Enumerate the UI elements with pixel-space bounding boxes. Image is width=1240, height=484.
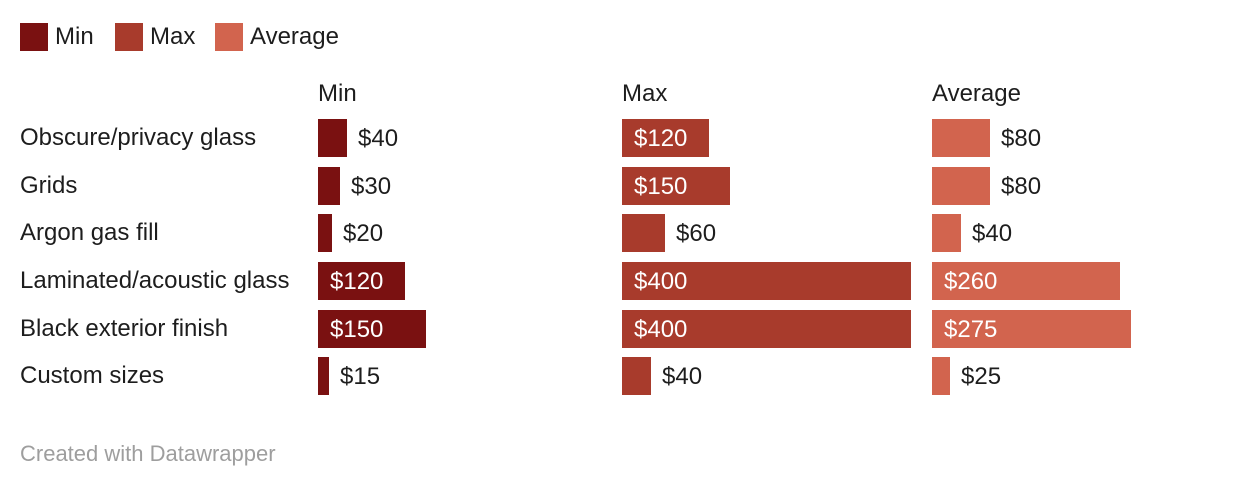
footer-credit: Created with Datawrapper [20, 441, 276, 466]
bar-average-obscure-privacy-glass [932, 119, 990, 157]
value-label-average-black-exterior-finish: $275 [944, 316, 998, 343]
row-label-black-exterior-finish: Black exterior finish [20, 315, 229, 342]
value-label-min-obscure-privacy-glass: $40 [358, 125, 399, 152]
value-label-average-custom-sizes: $25 [961, 363, 1002, 390]
legend-item-min: Min [20, 23, 94, 51]
row-label-argon-gas-fill: Argon gas fill [20, 219, 159, 246]
legend-label-average: Average [250, 23, 339, 50]
value-label-min-custom-sizes: $15 [340, 363, 381, 390]
bar-average-argon-gas-fill [932, 214, 961, 252]
column-header-min: Min [318, 80, 357, 107]
row-label-grids: Grids [20, 172, 78, 199]
bar-max-custom-sizes [622, 357, 651, 395]
legend-swatch-max [115, 23, 143, 51]
bar-min-custom-sizes [318, 357, 329, 395]
legend-swatch-average [215, 23, 243, 51]
value-label-average-argon-gas-fill: $40 [972, 220, 1013, 247]
value-label-max-grids: $150 [634, 173, 688, 200]
value-label-max-black-exterior-finish: $400 [634, 316, 688, 343]
row-label-laminated-acoustic-glass: Laminated/acoustic glass [20, 267, 290, 294]
bar-average-laminated-acoustic-glass [932, 262, 1120, 300]
value-label-min-laminated-acoustic-glass: $120 [330, 268, 384, 295]
bar-average-custom-sizes [932, 357, 950, 395]
legend-swatch-min [20, 23, 48, 51]
value-label-max-laminated-acoustic-glass: $400 [634, 268, 688, 295]
bar-max-laminated-acoustic-glass [622, 262, 911, 300]
legend-item-max: Max [115, 23, 195, 51]
legend-item-average: Average [215, 23, 339, 51]
value-label-average-laminated-acoustic-glass: $260 [944, 268, 998, 295]
bar-max-argon-gas-fill [622, 214, 665, 252]
value-label-min-grids: $30 [351, 173, 392, 200]
bar-min-obscure-privacy-glass [318, 119, 347, 157]
bar-max-obscure-privacy-glass [622, 119, 709, 157]
bar-max-black-exterior-finish [622, 310, 911, 348]
legend-label-max: Max [150, 23, 196, 50]
bar-min-laminated-acoustic-glass [318, 262, 405, 300]
value-label-average-grids: $80 [1001, 173, 1042, 200]
value-label-max-obscure-privacy-glass: $120 [634, 125, 688, 152]
bar-average-black-exterior-finish [932, 310, 1131, 348]
row-label-obscure-privacy-glass: Obscure/privacy glass [20, 124, 257, 151]
value-label-min-argon-gas-fill: $20 [343, 220, 384, 247]
value-label-max-argon-gas-fill: $60 [676, 220, 717, 247]
bar-min-grids [318, 167, 340, 205]
bar-average-grids [932, 167, 990, 205]
bar-min-black-exterior-finish [318, 310, 426, 348]
value-label-average-obscure-privacy-glass: $80 [1001, 125, 1042, 152]
value-label-max-custom-sizes: $40 [662, 363, 703, 390]
legend-label-min: Min [55, 23, 94, 50]
bar-max-grids [622, 167, 730, 205]
column-header-average: Average [932, 80, 1021, 107]
column-header-max: Max [622, 80, 668, 107]
row-label-custom-sizes: Custom sizes [20, 362, 165, 389]
bar-min-argon-gas-fill [318, 214, 332, 252]
value-label-min-black-exterior-finish: $150 [330, 316, 384, 343]
